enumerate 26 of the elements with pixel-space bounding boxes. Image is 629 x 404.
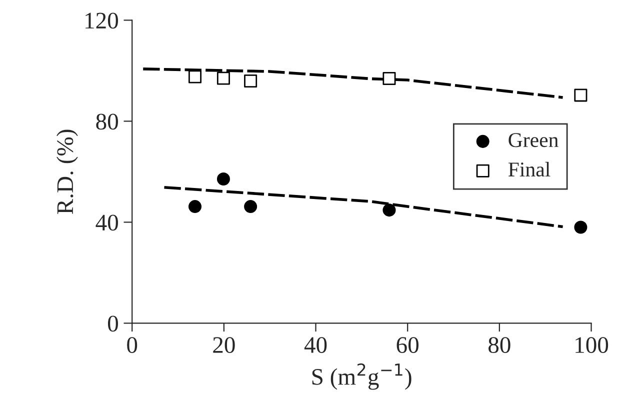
point	[574, 88, 588, 102]
y-tick-label: 40	[96, 214, 118, 231]
y-tick-label: 120	[86, 12, 118, 29]
point	[188, 70, 202, 84]
x-axis-title: S (m$^{2}$g$^{−1}$)	[312, 363, 412, 390]
line-series	[162, 186, 564, 228]
y-tick-label: 80	[96, 114, 118, 130]
point	[574, 220, 588, 234]
line-series	[142, 68, 564, 99]
y-axis-title: R.D. (%)	[56, 130, 78, 214]
x-tick-label: 60	[396, 337, 418, 354]
y-tick-label: 0	[108, 316, 118, 332]
x-tick-label: 100	[576, 337, 608, 354]
point	[382, 72, 396, 86]
point	[188, 200, 202, 214]
legend-label: Green	[508, 133, 558, 148]
point	[382, 204, 396, 217]
x-tick-label: 20	[213, 337, 235, 354]
point	[216, 72, 230, 85]
point	[244, 74, 258, 88]
point	[244, 200, 258, 214]
x-tick-label: 80	[488, 337, 510, 354]
legend-label: Final	[508, 162, 550, 177]
x-tick-label: 40	[304, 337, 327, 354]
point	[216, 172, 230, 186]
x-tick-label: 0	[127, 337, 138, 354]
